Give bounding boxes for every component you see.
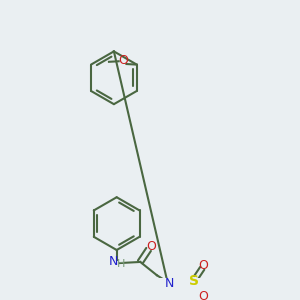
Text: O: O	[199, 259, 208, 272]
Text: O: O	[146, 240, 156, 253]
Text: N: N	[108, 256, 118, 268]
Text: O: O	[118, 54, 128, 67]
Text: O: O	[199, 290, 208, 300]
Text: N: N	[165, 277, 174, 290]
Text: S: S	[189, 274, 200, 288]
Text: H: H	[117, 259, 126, 269]
